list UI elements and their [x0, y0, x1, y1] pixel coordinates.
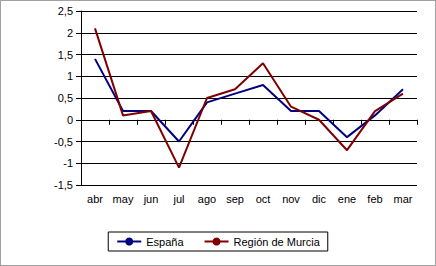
svg-text:jun: jun: [143, 193, 159, 205]
svg-text:ago: ago: [198, 193, 216, 205]
svg-text:Región de Murcia: Región de Murcia: [234, 236, 321, 248]
svg-text:ene: ene: [338, 193, 356, 205]
svg-text:-1,5: -1,5: [54, 179, 73, 191]
svg-text:2,5: 2,5: [58, 5, 73, 17]
svg-text:-1: -1: [63, 157, 73, 169]
svg-text:sep: sep: [226, 193, 244, 205]
svg-text:oct: oct: [256, 193, 271, 205]
svg-text:1: 1: [67, 70, 73, 82]
svg-text:0: 0: [67, 114, 73, 126]
svg-text:mar: mar: [394, 193, 413, 205]
svg-text:feb: feb: [367, 193, 382, 205]
svg-text:abr: abr: [87, 193, 103, 205]
svg-text:1,5: 1,5: [58, 49, 73, 61]
svg-text:dic: dic: [312, 193, 327, 205]
svg-text:-0,5: -0,5: [54, 136, 73, 148]
svg-text:may: may: [113, 193, 134, 205]
svg-text:0,5: 0,5: [58, 92, 73, 104]
svg-text:España: España: [146, 236, 184, 248]
svg-text:nov: nov: [282, 193, 300, 205]
svg-text:jul: jul: [172, 193, 184, 205]
svg-text:2: 2: [67, 27, 73, 39]
